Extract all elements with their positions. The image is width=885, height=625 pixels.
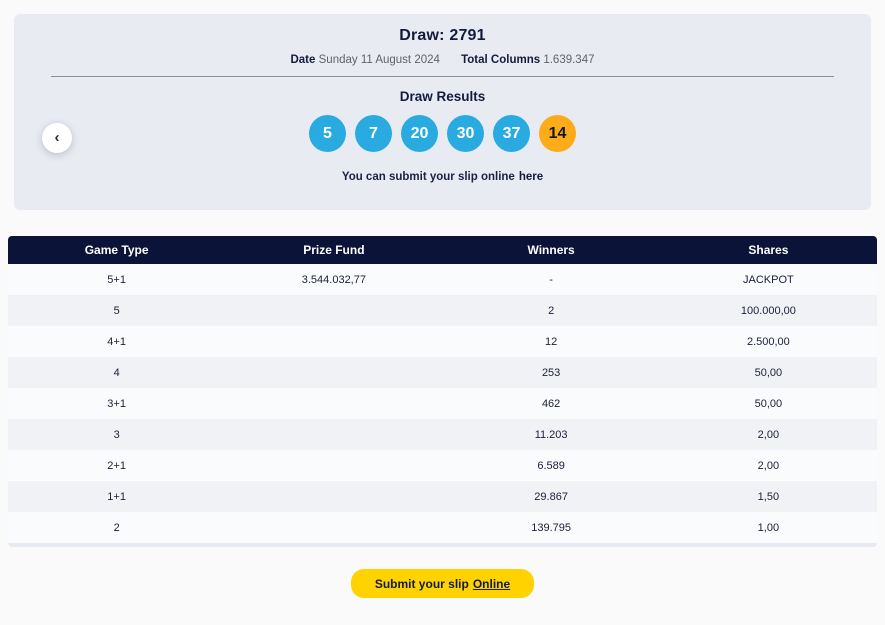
submit-online-line: You can submit your slip online here	[14, 171, 871, 183]
draw-ball-14: 14	[539, 115, 576, 152]
cell-shares: 2,00	[757, 459, 780, 472]
cell-game-type: 5+1	[107, 273, 126, 286]
table-row: 2 139.795 1,00	[8, 512, 877, 543]
table-row: 3+1 462 50,00	[8, 388, 877, 419]
date-label: Date	[290, 54, 316, 66]
total-columns-value: 1.639.347	[543, 54, 595, 66]
total-columns: Total Columns 1.639.347	[461, 54, 594, 66]
cell-shares: 50,00	[754, 397, 783, 410]
draw-ball-20: 20	[401, 115, 438, 152]
column-header-prize-fund: Prize Fund	[303, 243, 365, 257]
draw-date: Date Sunday 11 August 2024	[290, 54, 439, 66]
table-row: 2+1 6.589 2,00	[8, 450, 877, 481]
draw-numbers-row: 5 7 20 30 37 14	[14, 115, 871, 152]
cell-game-type: 3	[113, 428, 120, 441]
table-bottom-bar	[8, 543, 877, 547]
draw-ball-30: 30	[447, 115, 484, 152]
chevron-left-icon: ‹	[54, 128, 60, 146]
date-value: Sunday 11 August 2024	[318, 54, 440, 66]
draw-ball-7: 7	[355, 115, 392, 152]
table-row: 1+1 29.867 1,50	[8, 481, 877, 512]
draw-results-heading: Draw Results	[399, 89, 486, 104]
cell-winners: 462	[541, 397, 561, 410]
submit-slip-online-link: Online	[472, 576, 511, 591]
prize-table-header-row: Game Type Prize Fund Winners Shares	[8, 236, 877, 264]
table-row: 4+1 12 2.500,00	[8, 326, 877, 357]
submit-here-link[interactable]: here	[518, 171, 544, 183]
prize-table-body: 5+1 3.544.032,77 - JACKPOT 5 2 100.000,00 4+1 12…	[8, 264, 877, 543]
draw-ball-37: 37	[493, 115, 530, 152]
cell-shares: 50,00	[754, 366, 783, 379]
cell-game-type: 5	[113, 304, 120, 317]
draw-meta-row: Date Sunday 11 August 2024 Total Columns…	[14, 54, 871, 66]
cell-winners: 11.203	[534, 428, 568, 441]
prize-breakdown-table: Game Type Prize Fund Winners Shares 5+1 3.54…	[8, 236, 877, 547]
table-row: 4 253 50,00	[8, 357, 877, 388]
cell-winners: 6.589	[537, 459, 565, 472]
cell-winners: 2	[548, 304, 555, 317]
cell-shares: 1,00	[757, 521, 780, 534]
cell-game-type: 2	[113, 521, 120, 534]
previous-draw-button[interactable]: ‹	[42, 123, 72, 153]
cell-shares: 100.000,00	[740, 304, 796, 317]
cell-winners: 139.795	[531, 521, 571, 534]
cell-game-type: 1+1	[107, 490, 126, 503]
cell-winners: 29.867	[534, 490, 568, 503]
total-columns-label: Total Columns	[461, 54, 541, 66]
submit-online-text: You can submit your slip online	[341, 171, 515, 183]
column-header-shares: Shares	[748, 243, 789, 257]
cell-shares: 2.500,00	[746, 335, 790, 348]
cell-winners: 253	[541, 366, 561, 379]
cell-game-type: 4	[113, 366, 120, 379]
cell-game-type: 2+1	[107, 459, 126, 472]
cell-game-type: 3+1	[107, 397, 126, 410]
cell-shares: 1,50	[757, 490, 780, 503]
table-row: 3 11.203 2,00	[8, 419, 877, 450]
column-header-game-type: Game Type	[84, 243, 149, 257]
cell-prize-fund: 3.544.032,77	[301, 273, 366, 286]
table-row: 5+1 3.544.032,77 - JACKPOT	[8, 264, 877, 295]
cell-shares: JACKPOT	[743, 273, 794, 286]
column-header-winners: Winners	[527, 243, 575, 257]
footer: Submit your slip Online	[0, 569, 885, 598]
draw-ball-5: 5	[309, 115, 346, 152]
submit-slip-button-text: Submit your slip	[374, 576, 469, 591]
cell-winners: 12	[545, 335, 558, 348]
cell-game-type: 4+1	[107, 335, 126, 348]
cell-shares: 2,00	[757, 428, 780, 441]
panel-divider	[51, 76, 834, 77]
table-row: 5 2 100.000,00	[8, 295, 877, 326]
submit-slip-button[interactable]: Submit your slip Online	[350, 569, 535, 598]
draw-summary-panel: Draw: 2791 Date Sunday 11 August 2024 To…	[14, 14, 871, 210]
cell-winners: -	[549, 273, 553, 286]
draw-title: Draw: 2791	[399, 27, 486, 44]
